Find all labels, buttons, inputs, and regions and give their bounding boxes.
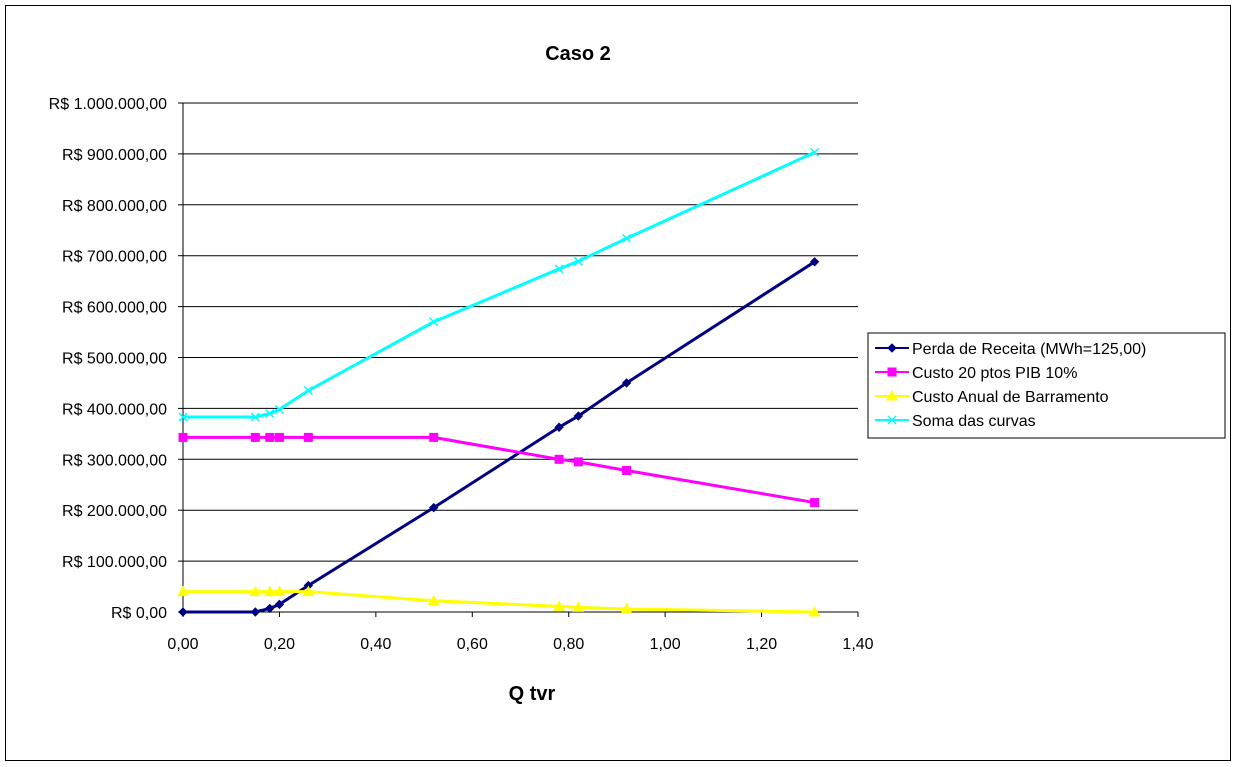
data-point [274,404,284,414]
data-point [178,412,188,422]
legend-box [867,332,1226,439]
data-point [265,408,275,419]
legend-item: Custo 20 ptos PIB 10% [875,365,1077,382]
legend-marker [886,389,898,401]
data-point [622,465,632,475]
y-tick-label: R$ 0,00 [111,605,167,622]
chart-title: Caso 2 [545,43,611,65]
y-tick-label: R$ 600.000,00 [62,300,167,317]
y-tick-label: R$ 1.000.000,00 [49,96,167,113]
legend: Perda de Receita (MWh=125,00) Custo 20 pt… [867,332,1226,439]
y-tick-label: R$ 500.000,00 [62,351,167,368]
data-point [265,432,275,442]
series-1 [178,257,820,617]
x-tick-label: 1,40 [842,636,873,653]
series-line [183,590,815,614]
series-2 [178,432,820,508]
series-4 [178,147,820,422]
data-point [572,601,585,612]
data-point [427,594,440,606]
x-tick-label: 1,20 [746,636,777,653]
y-tick-label: R$ 200.000,00 [62,503,167,520]
axes-layer: R$ 0,00 R$ 100.000,00 R$ 200.000,00 R$ 300.… [49,96,874,653]
series-line [183,260,816,614]
data-point [178,432,188,442]
data-point [263,585,276,597]
data-point [302,585,315,597]
y-tick-label: R$ 300.000,00 [62,452,167,469]
x-tick-label: 1,00 [650,636,681,653]
y-tick-label: R$ 800.000,00 [62,198,167,215]
data-point [621,378,632,388]
data-point [429,432,439,442]
data-point [303,432,313,442]
legend-label: Soma das curvas [912,413,1036,430]
legend-label: Custo 20 ptos PIB 10% [912,365,1077,382]
x-tick-label: 0,60 [457,636,488,653]
data-point [554,264,564,274]
data-point [810,498,820,508]
data-point [554,422,564,432]
legend-item: Soma das curvas [875,413,1036,430]
data-point [178,607,188,617]
data-point [303,386,313,396]
data-point [274,599,285,610]
data-point [250,607,261,617]
data-point [274,432,284,442]
data-point [429,502,439,513]
x-tick-label: 0,80 [553,636,584,653]
y-tick-label: R$ 700.000,00 [62,249,167,266]
data-point [620,602,633,614]
data-point [573,457,583,467]
data-point [809,257,820,267]
data-point [177,585,189,597]
data-point [273,585,286,597]
data-point [810,147,820,157]
data-point [573,411,584,421]
x-tick-label: 0,20 [264,636,295,653]
legend-item: Custo Anual de Barramento [875,389,1109,406]
data-point [249,585,262,597]
data-point [553,600,565,611]
legend-label: Perda de Receita (MWh=125,00) [912,341,1146,358]
x-tick-label: 0,00 [167,636,198,653]
x-axis-title: Q tvr [509,683,556,705]
y-tick-label: R$ 100.000,00 [62,554,167,571]
series-3 [177,585,821,617]
legend-marker [887,415,897,425]
y-tick-label: R$ 900.000,00 [62,147,167,164]
y-tick-label: R$ 400.000,00 [62,401,167,418]
x-tick-label: 0,40 [360,636,391,653]
data-point [554,454,564,464]
data-point [250,412,260,422]
legend-marker [887,367,897,377]
data-point [808,605,821,617]
data-point [429,317,439,327]
data-point [250,432,260,442]
data-point [573,256,583,266]
legend-label: Custo Anual de Barramento [912,389,1109,406]
series-line [183,151,816,419]
series-layer [177,147,821,617]
legend-item: Perda de Receita (MWh=125,00) [875,341,1146,358]
series-line [183,435,815,505]
data-point [265,603,275,614]
data-point [622,233,632,243]
legend-marker [887,343,897,353]
